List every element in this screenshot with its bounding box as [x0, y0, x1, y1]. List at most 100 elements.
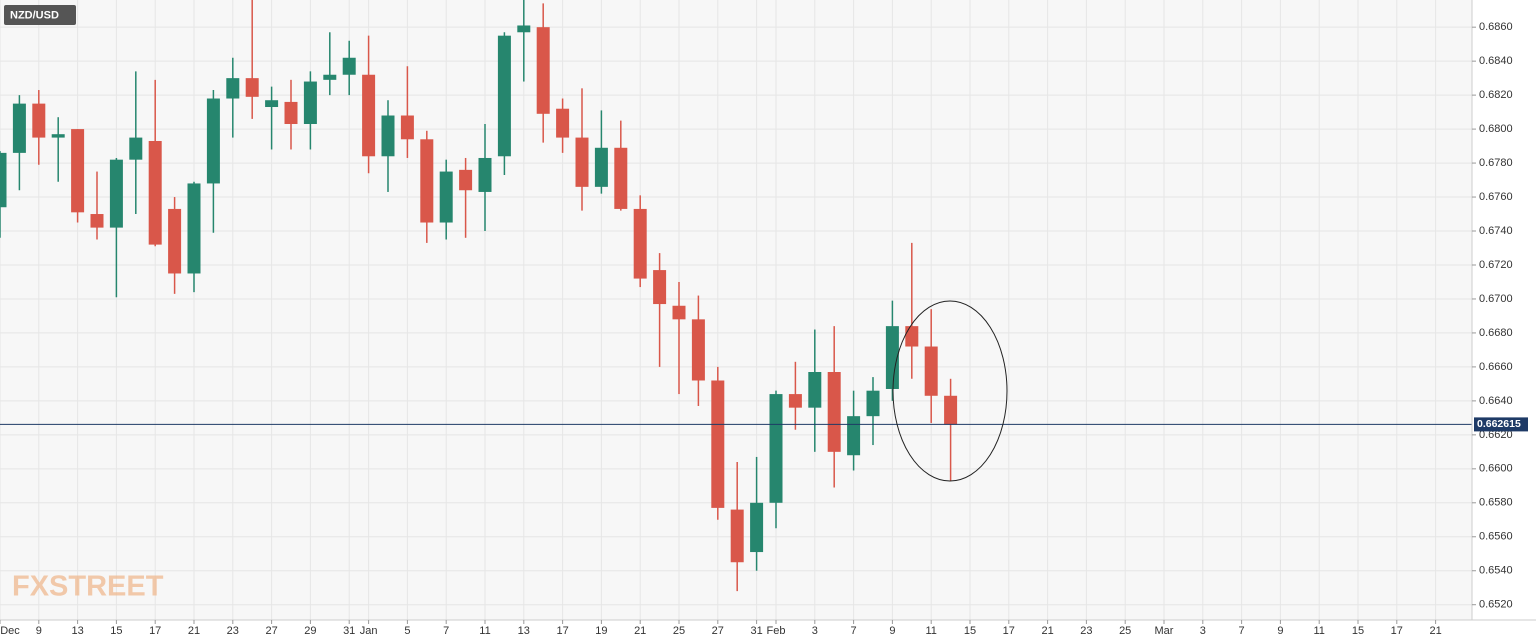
candle-body — [439, 171, 453, 223]
x-tick-label: 21 — [634, 625, 646, 637]
candle-body — [90, 214, 104, 228]
y-tick-label: 0.6840 — [1479, 55, 1513, 67]
x-tick-label: 5 — [404, 625, 410, 637]
x-tick-label: 15 — [110, 625, 122, 637]
watermark: FXSTREET — [12, 571, 164, 603]
plot — [0, 0, 1472, 592]
candle-body — [575, 137, 589, 187]
y-tick-label: 0.6740 — [1479, 225, 1513, 237]
candle-body — [168, 208, 182, 274]
y-tick-label: 0.6560 — [1479, 531, 1513, 543]
x-tick-label: 19 — [595, 625, 607, 637]
candle-body — [827, 372, 841, 452]
y-tick-label: 0.6580 — [1479, 497, 1513, 509]
y-tick-label: 0.6660 — [1479, 361, 1513, 373]
candle-body — [769, 394, 783, 503]
x-tick-label: 25 — [1119, 625, 1131, 637]
candle-body — [478, 157, 492, 192]
candle-body — [323, 74, 337, 80]
candle-body — [303, 81, 317, 124]
x-tick-label: 17 — [556, 625, 568, 637]
x-tick-label: 15 — [1352, 625, 1364, 637]
y-tick-label: 0.6620 — [1479, 429, 1513, 441]
candle-body — [633, 208, 647, 279]
grid — [0, 0, 1472, 620]
x-tick-label: 13 — [71, 625, 83, 637]
candle-body — [885, 326, 899, 389]
x-tick-label: 21 — [1041, 625, 1053, 637]
candle-body — [866, 390, 880, 417]
x-tick-label: 17 — [149, 625, 161, 637]
x-tick-label: 21 — [1429, 625, 1441, 637]
title-box — [4, 5, 76, 25]
candle-body — [750, 502, 764, 553]
x-tick-label: 7 — [1239, 625, 1245, 637]
candle-body — [284, 101, 298, 124]
candle-body — [905, 326, 919, 347]
candle-body — [672, 305, 686, 320]
axes: 0.65200.65400.65600.65800.66000.66200.66… — [0, 21, 1528, 637]
x-tick-label: Jan — [360, 625, 378, 637]
candle-body — [0, 152, 7, 208]
candle-body — [808, 372, 822, 408]
candle-body — [420, 139, 434, 223]
candle-body — [711, 380, 725, 508]
y-tick-label: 0.6800 — [1479, 123, 1513, 135]
candle-body — [730, 509, 744, 563]
y-tick-label: 0.6720 — [1479, 259, 1513, 271]
x-tick-label: 29 — [304, 625, 316, 637]
candle-body — [459, 169, 473, 191]
candle-body — [536, 27, 550, 114]
last-price-label: 0.662615 — [1477, 418, 1521, 430]
candle-body — [206, 98, 220, 184]
candle-body — [148, 140, 162, 245]
candle-body — [32, 103, 46, 138]
x-tick-label: 3 — [1200, 625, 1206, 637]
x-tick-label: 9 — [1277, 625, 1283, 637]
candle-body — [129, 137, 143, 160]
candle-body — [226, 78, 240, 99]
x-tick-label: 17 — [1003, 625, 1015, 637]
x-tick-label: 23 — [1080, 625, 1092, 637]
y-tick-label: 0.6680 — [1479, 327, 1513, 339]
y-tick-label: 0.6600 — [1479, 463, 1513, 475]
last-price-box — [1474, 417, 1528, 432]
candle-body — [517, 25, 531, 33]
y-tick-label: 0.6780 — [1479, 157, 1513, 169]
x-tick-label: 7 — [443, 625, 449, 637]
x-tick-label: Mar — [1155, 625, 1174, 637]
x-tick-label: 27 — [265, 625, 277, 637]
x-tick-label: Feb — [767, 625, 786, 637]
candle-body — [187, 183, 201, 274]
x-tick-label: 31 — [750, 625, 762, 637]
candle-body — [497, 35, 511, 157]
y-tick-label: 0.6820 — [1479, 89, 1513, 101]
candle-body — [556, 108, 570, 138]
x-tick-label: 11 — [479, 625, 490, 637]
candle-body — [924, 346, 938, 396]
y-tick-label: 0.6760 — [1479, 191, 1513, 203]
y-tick-label: 0.6700 — [1479, 293, 1513, 305]
x-tick-label: 9 — [36, 625, 42, 637]
candle-body — [71, 129, 85, 213]
y-tick-label: 0.6520 — [1479, 599, 1513, 611]
candle-body — [265, 100, 279, 108]
chart-title: NZD/USD — [10, 9, 59, 21]
x-tick-label: 21 — [188, 625, 200, 637]
candle-body — [944, 395, 958, 425]
x-tick-label: 11 — [1313, 625, 1324, 637]
candle-body — [51, 134, 65, 138]
x-tick-label: 23 — [227, 625, 239, 637]
y-tick-label: 0.6860 — [1479, 21, 1513, 33]
x-tick-label: 9 — [889, 625, 895, 637]
candle-body — [245, 78, 259, 97]
candle-body — [109, 159, 123, 228]
x-tick-label: 25 — [673, 625, 685, 637]
candle-body — [342, 57, 356, 75]
candle-body — [788, 394, 802, 408]
candle-body — [691, 319, 705, 381]
x-tick-label: 31 — [343, 625, 355, 637]
x-tick-label: 7 — [851, 625, 857, 637]
